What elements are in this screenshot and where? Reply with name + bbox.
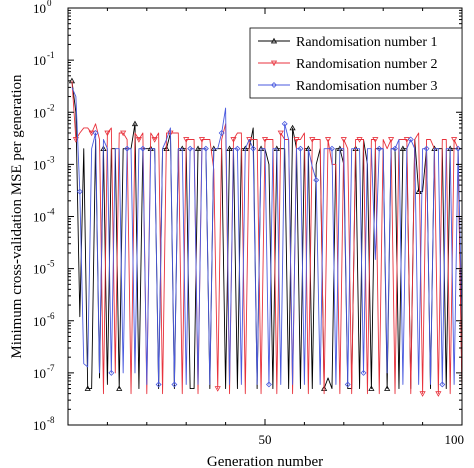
series-2-point — [435, 391, 442, 397]
series-2-point — [72, 137, 79, 143]
x-tick-label: 100 — [445, 432, 465, 447]
series-2-point — [230, 137, 237, 143]
series-3-point — [187, 145, 194, 152]
legend-marker — [271, 82, 277, 88]
series-3-point — [281, 120, 288, 127]
series-3-point — [139, 145, 146, 152]
series-3-point — [202, 145, 209, 152]
series-2-point — [104, 130, 111, 137]
y-tick-exponent: -8 — [47, 415, 55, 425]
series-line-3 — [71, 87, 462, 385]
series-3-point — [155, 381, 162, 388]
series-3-point — [344, 381, 351, 388]
series-3-point — [265, 381, 272, 388]
y-tick-exponent: -4 — [47, 207, 55, 217]
series-1-point — [226, 145, 233, 152]
x-axis: 50 100 — [67, 8, 465, 447]
legend-entry-2: Randomisation number 2 — [258, 57, 438, 72]
legend-label: Randomisation number 2 — [296, 57, 438, 72]
y-tick-exponent: -3 — [47, 154, 55, 164]
series-2-point — [403, 137, 410, 143]
series-2-point — [135, 137, 142, 143]
series-1-point — [289, 124, 296, 131]
series-1-point — [399, 145, 406, 152]
y-tick-exponent: -6 — [47, 311, 55, 321]
legend: Randomisation number 1 Randomisation numb… — [249, 27, 463, 99]
y-tick-exponent: -5 — [47, 259, 55, 269]
series-3-point — [297, 145, 304, 152]
series-2-point — [88, 130, 95, 137]
series-2-point — [151, 137, 158, 143]
y-tick-exponent: 0 — [47, 0, 52, 8]
series-1-point — [384, 385, 391, 391]
series-2-point — [340, 137, 347, 143]
series-1-point — [116, 385, 123, 391]
series-3-point — [124, 145, 131, 152]
series-layer — [68, 77, 462, 397]
series-2-point — [324, 137, 332, 143]
series-2-point — [356, 137, 363, 143]
series-3-point — [439, 381, 446, 388]
series-2-point — [309, 137, 316, 143]
y-tick-label: 10 — [33, 157, 46, 172]
series-2-point — [419, 391, 426, 397]
series-2-point — [183, 137, 190, 143]
series-2-point — [293, 137, 300, 143]
legend-label: Randomisation number 3 — [296, 79, 438, 94]
y-tick-label: 10 — [33, 53, 46, 68]
series-3-point — [360, 369, 367, 376]
series-2-point — [372, 137, 379, 143]
series-3-point — [250, 145, 257, 152]
y-axis-title: Minimum cross-validation MSE per generat… — [9, 74, 25, 359]
series-2-point — [388, 137, 395, 143]
series-1-point — [84, 385, 91, 391]
y-tick-exponent: -1 — [47, 50, 55, 60]
series-3-point — [329, 145, 335, 152]
series-3-point — [76, 188, 83, 195]
y-tick-label: 10 — [33, 262, 46, 277]
y-tick-exponent: -2 — [47, 102, 55, 112]
series-3-point — [455, 145, 462, 152]
legend-entry-1: Randomisation number 1 — [258, 35, 438, 50]
series-3-point — [218, 130, 225, 136]
series-1-point — [194, 145, 202, 152]
y-tick-label: 10 — [33, 366, 46, 381]
legend-label: Randomisation number 1 — [296, 35, 438, 50]
series-3-point — [407, 136, 414, 143]
y-tick-label: 10 — [33, 1, 46, 16]
series-1-point — [368, 385, 375, 391]
y-tick-label: 10 — [33, 210, 46, 225]
series-2-point — [261, 137, 269, 143]
series-3-point — [108, 369, 115, 376]
y-tick-label: 10 — [33, 418, 46, 433]
series-3-point — [313, 177, 320, 184]
legend-marker — [270, 37, 278, 44]
series-3 — [71, 87, 462, 388]
series-2 — [71, 80, 462, 397]
y-tick-label: 10 — [33, 314, 46, 329]
series-3-point — [92, 130, 99, 136]
series-2-point — [198, 137, 206, 143]
series-line-2 — [71, 80, 462, 395]
series-3-point — [392, 145, 398, 152]
legend-marker — [270, 60, 278, 67]
series-3-point — [234, 145, 241, 152]
series-3-point — [376, 145, 383, 152]
legend-entry-3: Randomisation number 3 — [258, 79, 438, 94]
series-2-point — [120, 130, 127, 137]
series-1-point — [131, 120, 139, 127]
series-2-point — [451, 137, 458, 143]
y-tick-label: 10 — [33, 105, 46, 120]
series-2-point — [277, 130, 284, 137]
x-axis-title: Generation number — [207, 454, 323, 468]
series-2-point — [214, 386, 221, 392]
series-2-point — [246, 137, 253, 143]
y-tick-exponent: -7 — [47, 363, 55, 373]
x-tick-label: 50 — [259, 432, 272, 447]
series-3-point — [423, 145, 430, 152]
series-3-point — [171, 381, 178, 388]
